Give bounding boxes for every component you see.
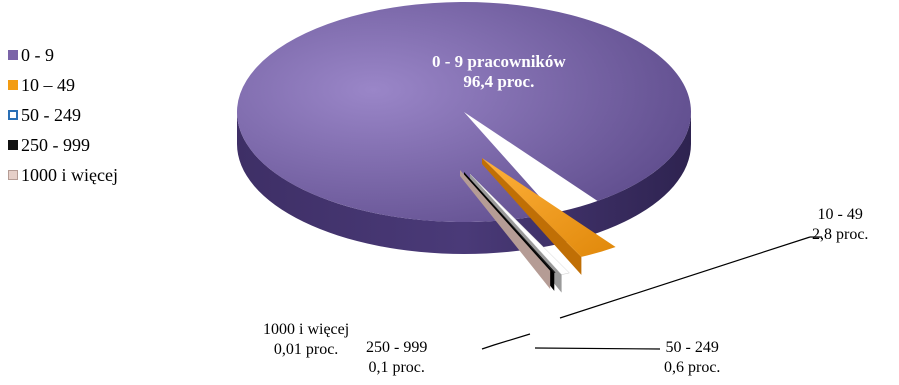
- legend-swatch: [8, 50, 18, 60]
- pie-slice-side-0-9: [237, 112, 691, 254]
- legend-swatch: [8, 80, 18, 90]
- data-label-value: 2,8 proc.: [812, 226, 869, 243]
- legend-label: 50 - 249: [21, 105, 81, 125]
- data-label-value: 96,4 proc.: [463, 72, 535, 91]
- legend-label: 250 - 999: [21, 135, 90, 155]
- pie-slice-10-49-side: [482, 158, 582, 275]
- data-label-50-249: 50 - 249 0,6 proc.: [664, 338, 720, 378]
- data-label-name: 10 - 49: [817, 206, 863, 223]
- data-label-250-999: 250 - 999 0,1 proc.: [366, 338, 427, 378]
- data-label-value: 0,1 proc.: [368, 359, 425, 376]
- legend-label: 10 – 49: [21, 75, 75, 95]
- legend-item-50-249: 50 - 249: [8, 100, 118, 130]
- data-label-name: 250 - 999: [366, 339, 428, 356]
- pie-slice-0-9: [237, 2, 692, 222]
- legend-swatch: [8, 140, 18, 150]
- data-label-name: 0 - 9 pracowników: [432, 52, 566, 71]
- data-label-value: 0,01 proc.: [273, 341, 339, 358]
- pie-slice-250-999: [464, 172, 556, 273]
- pie-slice-50-249: [469, 173, 570, 275]
- legend-label: 0 - 9: [21, 45, 54, 65]
- legend-item-1000-plus: 1000 i więcej: [8, 160, 118, 190]
- leader-line-250-999: [481, 333, 531, 350]
- legend: 0 - 9 10 – 49 50 - 249 250 - 999 1000 i …: [8, 40, 118, 190]
- leader-line-10-49: [559, 236, 811, 319]
- data-label-0-9: 0 - 9 pracowników 96,4 proc.: [432, 52, 566, 92]
- leader-line-50-249: [534, 347, 661, 350]
- legend-item-0-9: 0 - 9: [8, 40, 118, 70]
- legend-swatch: [8, 170, 18, 180]
- legend-swatch: [8, 110, 18, 120]
- pie-slice-1000-plus: [460, 170, 551, 271]
- pie-slice-1000-plus-side: [460, 170, 551, 289]
- data-label-value: 0,6 proc.: [664, 359, 721, 376]
- pie-slice-10-49: [482, 158, 616, 257]
- data-label-name: 1000 i więcej: [263, 321, 350, 338]
- data-label-1000-plus: 1000 i więcej 0,01 proc.: [263, 320, 349, 360]
- data-label-10-49: 10 - 49 2,8 proc.: [812, 205, 868, 245]
- data-label-name: 50 - 249: [665, 339, 719, 356]
- legend-item-250-999: 250 - 999: [8, 130, 118, 160]
- legend-item-10-49: 10 – 49: [8, 70, 118, 100]
- legend-label: 1000 i więcej: [21, 165, 118, 185]
